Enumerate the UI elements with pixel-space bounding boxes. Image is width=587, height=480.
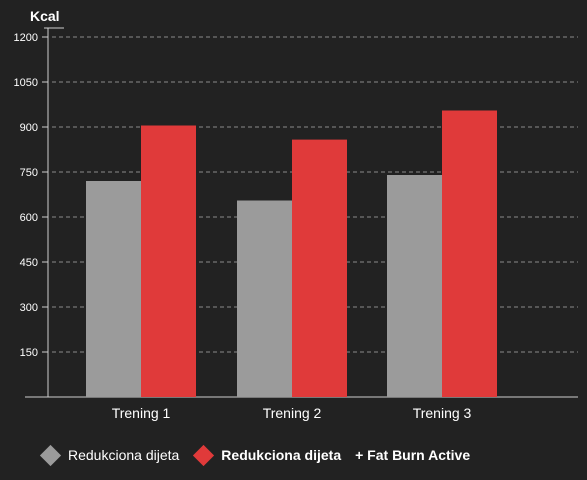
legend: Redukciona dijeta Redukciona dijeta + Fa…	[39, 444, 484, 466]
y-tick-label-300: 300	[20, 302, 38, 314]
x-category-label-1: Trening 1	[112, 405, 171, 421]
bar-diet-1	[86, 181, 141, 397]
bar-chart: 150 300 450 600 750 900 1050 1200 Kcal Trening 1 T…	[14, 8, 578, 421]
legend-label-diet-fatburn: Redukciona dijeta	[221, 447, 342, 463]
legend-item-diet[interactable]: Redukciona dijeta	[39, 444, 180, 466]
legend-swatch-diet	[39, 444, 62, 466]
bar-diet-fatburn-2	[292, 139, 347, 397]
x-category-label-3: Trening 3	[413, 405, 472, 421]
y-tick-label-750: 750	[20, 167, 38, 179]
bar-diet-2	[237, 200, 292, 397]
bar-diet-fatburn-3	[442, 110, 497, 397]
legend-label-diet: Redukciona dijeta	[68, 447, 180, 463]
legend-label-fatburn-suffix: + Fat Burn Active	[355, 447, 471, 463]
legend-item-diet-fatburn[interactable]: Redukciona dijeta + Fat Burn Active	[193, 444, 471, 466]
y-tick-label-150: 150	[20, 347, 38, 359]
bar-diet-fatburn-1	[141, 125, 196, 397]
legend-swatch-diet-fatburn	[193, 444, 215, 466]
x-category-label-2: Trening 2	[263, 405, 322, 421]
bar-diet-3	[387, 175, 442, 397]
y-tick-label-1050: 1050	[14, 77, 38, 89]
y-tick-label-600: 600	[20, 212, 38, 224]
y-tick-label-900: 900	[20, 122, 38, 134]
y-axis-unit-label: Kcal	[30, 8, 60, 24]
y-tick-label-450: 450	[20, 257, 38, 269]
y-tick-label-1200: 1200	[14, 32, 38, 44]
